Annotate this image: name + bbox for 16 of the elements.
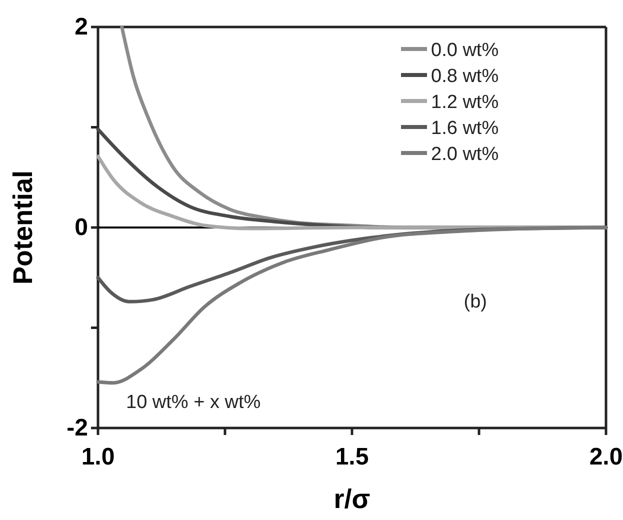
y-tick-label: 2 [74, 14, 88, 41]
y-tick-label: -2 [66, 414, 88, 442]
y-axis-title: Potential [8, 170, 38, 285]
annotation: (b) [464, 292, 487, 313]
legend-label: 1.2 wt% [431, 92, 499, 113]
legend-label: 0.0 wt% [431, 40, 499, 61]
y-tick-label: 0 [74, 214, 88, 242]
x-axis-title: r/σ [334, 484, 370, 514]
x-tick-label: 2.0 [589, 443, 623, 470]
legend-label: 2.0 wt% [431, 144, 499, 165]
legend-label: 1.6 wt% [431, 118, 499, 139]
line-series [96, 226, 608, 385]
annotation: 10 wt% + x wt% [126, 392, 261, 413]
x-tick-label: 1.0 [81, 443, 115, 470]
legend-label: 0.8 wt% [431, 66, 499, 87]
x-tick-label: 1.5 [335, 443, 369, 470]
